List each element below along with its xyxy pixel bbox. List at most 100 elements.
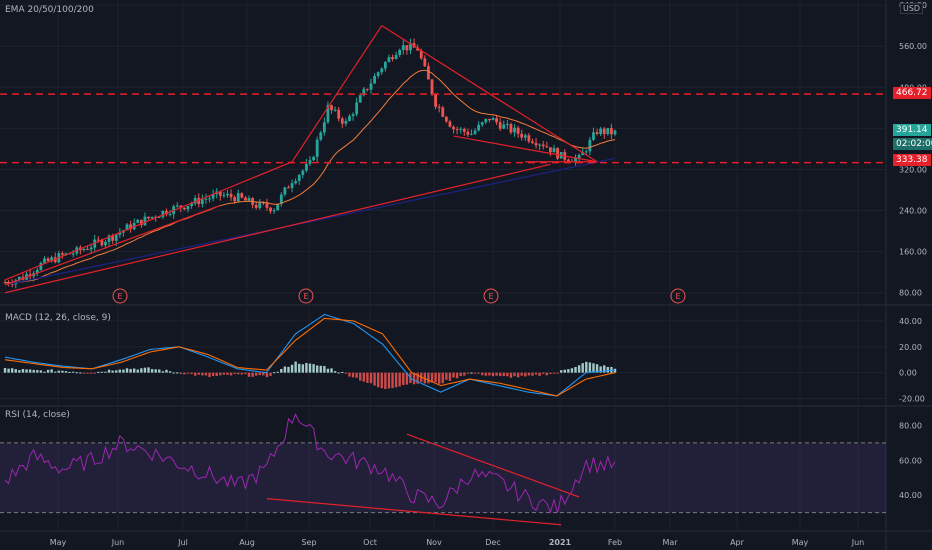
current-price-tag: 391.14 [893,124,931,136]
candle-body [538,144,542,146]
candle-body [236,193,240,202]
candle-body [326,105,330,123]
macd-histogram-bar [211,372,215,377]
macd-histogram-bar [222,372,226,375]
macd-line [4,313,616,397]
macd-histogram-bar [488,372,491,376]
earnings-marker-icon [112,288,128,304]
candle-body [247,198,251,201]
macd-histogram-bar [502,372,505,377]
macd-pane-label: MACD (12, 26, close, 9) [5,313,111,323]
macd-tick-label: 0.00 [899,369,917,378]
candle-body [46,258,50,261]
macd-histogram-bar [498,372,502,377]
candle-body [520,133,524,138]
candle-body [10,283,14,285]
macd-histogram-bar [445,372,448,380]
macd-histogram-bar [538,372,541,376]
candle-body [218,191,222,196]
candle-body [305,163,308,171]
macd-histogram-bar [603,365,606,373]
rsi-tick-label: 80.00 [899,421,922,430]
macd-histogram-bar [280,368,283,373]
macd-histogram-bar [326,368,330,373]
candle-body [610,128,613,135]
candle-body [261,202,265,204]
macd-histogram-bar [606,366,610,373]
macd-histogram-bar [104,371,107,373]
macd-histogram-bar [330,368,333,373]
macd-histogram-bar [470,372,473,374]
macd-histogram-bar [402,372,405,386]
price-tick-label: 80.00 [899,289,922,298]
candle-body [488,118,491,121]
candle-body [545,146,549,148]
earnings-marker-label: E [488,292,493,301]
earnings-marker-icon [298,288,314,304]
x-tick-label: Dec [485,538,500,547]
candle-body [584,151,588,153]
candle-body [208,198,211,200]
candle-body [477,124,481,131]
candle-body [509,124,513,133]
macd-histogram-bar [394,372,398,388]
candle-body [613,130,617,135]
macd-histogram-bar [247,372,251,377]
candle-body [383,62,387,69]
candle-body [150,216,154,219]
candle-body [344,121,348,124]
macd-histogram-bar [75,372,78,374]
candle-body [351,114,355,117]
candle-body [233,197,237,202]
macd-histogram-bar [506,372,509,377]
macd-histogram-bar [376,372,380,388]
macd-histogram-bar [398,372,401,387]
trend-line [4,163,551,294]
macd-histogram-bar [71,371,75,373]
macd-histogram-bar [298,363,301,373]
candle-body [61,253,64,255]
candle-body [276,203,280,211]
macd-histogram-bar [129,368,132,373]
macd-histogram-bar [366,372,369,383]
macd-histogram-bar [3,368,7,373]
macd-tick-label: 40.00 [899,317,922,326]
candle-body [43,258,46,263]
macd-histogram-bar [86,372,89,374]
macd-histogram-bar [136,369,139,373]
macd-histogram-bar [10,368,14,373]
macd-histogram-bar [122,369,125,373]
candle-body [211,194,215,199]
macd-histogram-bar [21,369,25,373]
candle-body [409,43,412,51]
macd-histogram-bar [240,372,244,375]
candle-body [168,214,172,216]
macd-histogram-bar [193,372,197,376]
resistance-price-tag: 466.72 [893,87,931,99]
currency-badge[interactable]: USD [900,3,924,14]
macd-histogram-bar [28,369,32,373]
candle-body [193,197,197,204]
macd-histogram-bar [595,364,599,373]
macd-histogram-bar [613,368,617,373]
macd-histogram-bar [158,369,161,373]
candle-body [322,122,326,133]
candle-body [416,47,420,51]
macd-histogram-bar [183,372,186,375]
candle-body [125,224,129,231]
macd-histogram-bar [237,372,240,375]
candle-body [279,194,283,204]
x-tick-label: Oct [363,538,377,547]
macd-histogram-bar [226,372,229,375]
macd-histogram-bar [434,372,437,383]
macd-histogram-bar [68,371,71,373]
macd-histogram-bar [387,372,391,389]
macd-histogram-bar [161,371,165,373]
candle-body [566,159,570,162]
candle-body [290,183,294,188]
candle-body [258,202,262,208]
candle-body [405,45,409,51]
macd-histogram-bar [430,372,434,383]
candle-body [541,144,545,147]
